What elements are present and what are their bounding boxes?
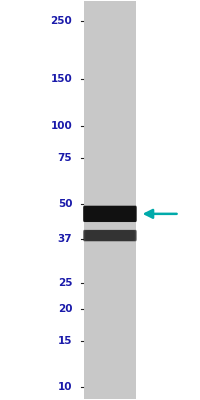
FancyBboxPatch shape — [91, 209, 129, 219]
FancyBboxPatch shape — [87, 231, 133, 240]
FancyBboxPatch shape — [84, 206, 136, 222]
Text: 100: 100 — [50, 120, 72, 130]
FancyBboxPatch shape — [85, 206, 135, 221]
FancyBboxPatch shape — [83, 206, 137, 222]
Text: 10: 10 — [58, 382, 72, 392]
FancyBboxPatch shape — [88, 208, 132, 220]
FancyBboxPatch shape — [87, 207, 133, 220]
FancyBboxPatch shape — [92, 209, 128, 218]
Text: 20: 20 — [58, 304, 72, 314]
FancyBboxPatch shape — [86, 208, 134, 219]
FancyBboxPatch shape — [84, 230, 136, 241]
Text: 150: 150 — [50, 74, 72, 84]
FancyBboxPatch shape — [86, 207, 134, 221]
Text: 37: 37 — [58, 234, 72, 244]
FancyBboxPatch shape — [86, 230, 134, 241]
Text: 75: 75 — [58, 153, 72, 163]
FancyBboxPatch shape — [90, 232, 130, 240]
FancyBboxPatch shape — [90, 208, 130, 219]
Text: 15: 15 — [58, 336, 72, 346]
FancyBboxPatch shape — [83, 230, 137, 241]
FancyBboxPatch shape — [92, 232, 128, 239]
FancyBboxPatch shape — [89, 231, 131, 240]
Bar — [84, 1, 136, 399]
FancyBboxPatch shape — [88, 231, 132, 240]
Text: 250: 250 — [50, 16, 72, 26]
Text: 25: 25 — [58, 278, 72, 288]
FancyBboxPatch shape — [93, 210, 127, 218]
FancyBboxPatch shape — [86, 232, 134, 239]
FancyBboxPatch shape — [87, 208, 132, 220]
FancyBboxPatch shape — [93, 232, 127, 239]
FancyBboxPatch shape — [87, 231, 132, 240]
FancyBboxPatch shape — [85, 230, 135, 241]
Text: 50: 50 — [58, 199, 72, 209]
FancyBboxPatch shape — [89, 208, 131, 220]
FancyBboxPatch shape — [91, 232, 129, 239]
